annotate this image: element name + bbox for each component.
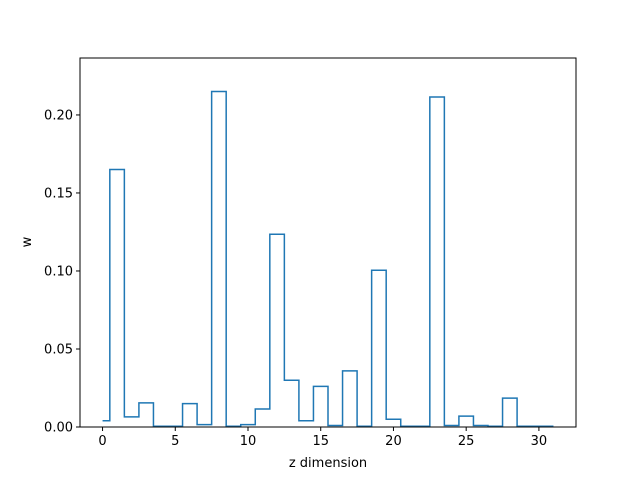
x-tick-label: 20 (385, 434, 402, 449)
x-tick-label: 0 (98, 434, 106, 449)
y-axis: 0.00 0.05 0.10 0.15 0.20 (44, 108, 80, 436)
x-tick-label: 30 (531, 434, 548, 449)
y-tick-label: 0.05 (44, 342, 73, 357)
y-tick-label: 0.00 (44, 421, 73, 436)
y-tick-label: 0.15 (44, 186, 73, 201)
series-layer (102, 90, 554, 427)
plot-frame (79, 57, 577, 428)
y-tick-label: 0.20 (44, 108, 73, 123)
y-tick-label: 0.10 (44, 264, 73, 279)
y-axis-label: w (20, 236, 35, 247)
x-axis-label: z dimension (289, 456, 367, 471)
x-tick-label: 10 (240, 434, 257, 449)
x-tick-label: 15 (312, 434, 329, 449)
x-tick-label: 25 (458, 434, 475, 449)
plot-area (80, 58, 576, 427)
x-axis: 0 5 10 15 20 25 30 (98, 427, 547, 449)
step-series-line (102, 90, 554, 427)
x-tick-label: 5 (171, 434, 179, 449)
